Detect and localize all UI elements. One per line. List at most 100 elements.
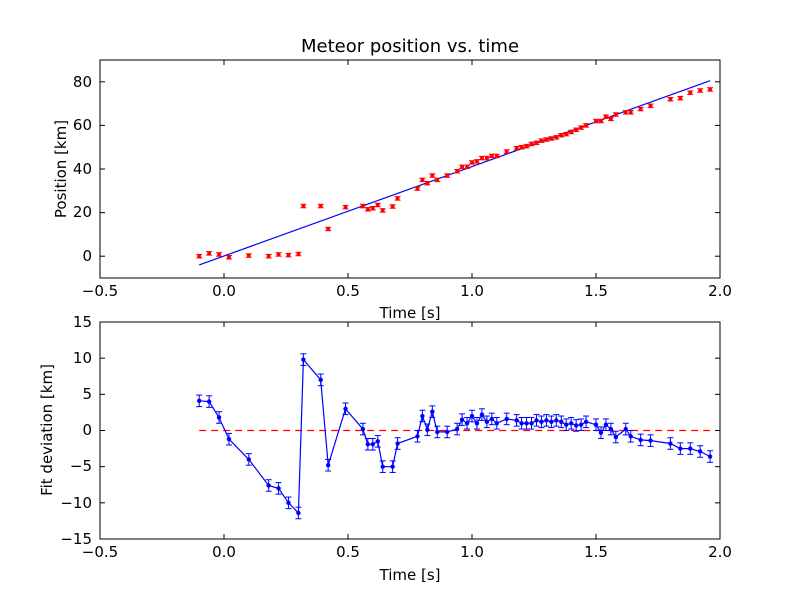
data-point xyxy=(343,205,348,210)
data-point xyxy=(623,110,628,115)
top-ytick-label: 20 xyxy=(73,203,92,221)
data-point xyxy=(579,125,584,130)
deviation-point xyxy=(544,418,549,423)
deviation-point xyxy=(197,398,202,404)
deviation-point xyxy=(578,422,584,427)
data-point xyxy=(529,141,534,146)
deviation-point xyxy=(524,421,529,426)
deviation-point xyxy=(608,426,614,432)
data-point xyxy=(370,206,375,211)
bottom-ytick-label: −15 xyxy=(60,530,92,548)
deviation-point xyxy=(360,426,366,432)
data-point xyxy=(465,164,470,169)
bottom-xtick-label: 1.0 xyxy=(460,543,484,561)
data-point xyxy=(380,208,385,213)
data-point xyxy=(318,204,323,209)
data-point xyxy=(484,156,489,161)
bottom-chart: −0.5 0.0 0.5 1.0 1.5 2.0 −15 −10 −5 0 5 … xyxy=(38,313,732,584)
data-point xyxy=(489,153,494,158)
top-x-ticks: −0.5 0.0 0.5 1.0 1.5 2.0 xyxy=(82,282,732,300)
top-ytick-label: 40 xyxy=(73,160,92,178)
bottom-ytick-label: −5 xyxy=(70,457,92,475)
data-point xyxy=(569,129,574,134)
deviation-point xyxy=(678,446,683,451)
bottom-xtick-label: −0.5 xyxy=(82,543,118,561)
deviation-point xyxy=(301,357,306,362)
data-point xyxy=(504,149,509,154)
deviation-point xyxy=(613,434,619,440)
data-point xyxy=(197,254,202,259)
deviation-point xyxy=(648,438,653,443)
deviation-point xyxy=(628,434,633,439)
data-point xyxy=(613,112,618,117)
deviation-point xyxy=(638,437,643,443)
data-point xyxy=(470,160,474,165)
bottom-x-axis-label: Time [s] xyxy=(379,566,441,584)
deviation-point xyxy=(688,446,693,451)
data-point xyxy=(574,127,579,132)
data-point xyxy=(678,96,683,101)
deviation-point xyxy=(564,422,569,427)
top-xtick-label: 0.0 xyxy=(212,282,236,300)
data-point xyxy=(554,135,559,140)
bottom-ytick-label: 0 xyxy=(82,421,92,439)
deviation-point xyxy=(504,416,509,422)
top-chart-title: Meteor position vs. time xyxy=(301,36,519,57)
deviation-point xyxy=(494,421,499,426)
deviation-point xyxy=(226,436,232,442)
data-point xyxy=(226,255,231,260)
data-point xyxy=(603,114,608,119)
top-xtick-label: 1.0 xyxy=(460,282,484,300)
data-point xyxy=(598,119,603,124)
data-point xyxy=(395,196,400,201)
top-xtick-label: 0.5 xyxy=(336,282,360,300)
deviation-point xyxy=(296,510,301,516)
deviation-point xyxy=(266,483,271,488)
data-point xyxy=(286,253,291,258)
data-point xyxy=(296,252,301,257)
top-y-axis-label: Position [km] xyxy=(52,120,70,218)
data-point xyxy=(360,204,365,209)
top-chart: Meteor position vs. time −0.5 0.0 0.5 1.… xyxy=(52,36,732,322)
top-plot-area xyxy=(99,60,721,278)
deviation-point xyxy=(390,464,395,469)
deviation-point xyxy=(459,417,465,422)
data-point xyxy=(559,133,564,138)
top-xtick-label: 1.5 xyxy=(584,282,608,300)
deviation-point xyxy=(534,418,539,423)
data-point xyxy=(648,103,653,108)
top-ytick-label: 60 xyxy=(73,116,92,134)
data-point xyxy=(539,138,544,143)
deviation-point xyxy=(365,442,371,447)
deviation-point xyxy=(707,454,713,459)
data-point xyxy=(276,252,281,257)
bottom-xtick-label: 0.0 xyxy=(212,543,236,561)
bottom-ytick-label: −10 xyxy=(60,494,92,512)
deviation-point xyxy=(464,421,470,426)
deviation-point xyxy=(435,429,440,435)
data-point xyxy=(474,159,479,164)
data-point xyxy=(608,116,613,121)
deviation-point xyxy=(286,500,291,506)
data-point xyxy=(628,110,633,115)
deviation-point xyxy=(420,413,425,419)
deviation-point xyxy=(593,422,599,427)
data-point xyxy=(266,254,271,259)
data-point xyxy=(415,186,420,191)
deviation-point xyxy=(603,422,609,427)
deviation-point xyxy=(216,415,222,420)
bottom-ytick-label: 10 xyxy=(73,349,92,367)
data-point xyxy=(217,252,222,257)
bottom-xtick-label: 0.5 xyxy=(336,543,360,561)
deviation-point xyxy=(246,457,251,462)
data-point xyxy=(326,226,331,231)
deviation-point xyxy=(598,430,604,435)
deviation-point xyxy=(623,426,628,432)
deviation-point xyxy=(343,406,348,411)
data-point xyxy=(708,87,713,92)
deviation-point xyxy=(549,419,554,425)
data-point xyxy=(445,173,450,178)
top-x-axis-label: Time [s] xyxy=(379,304,441,322)
